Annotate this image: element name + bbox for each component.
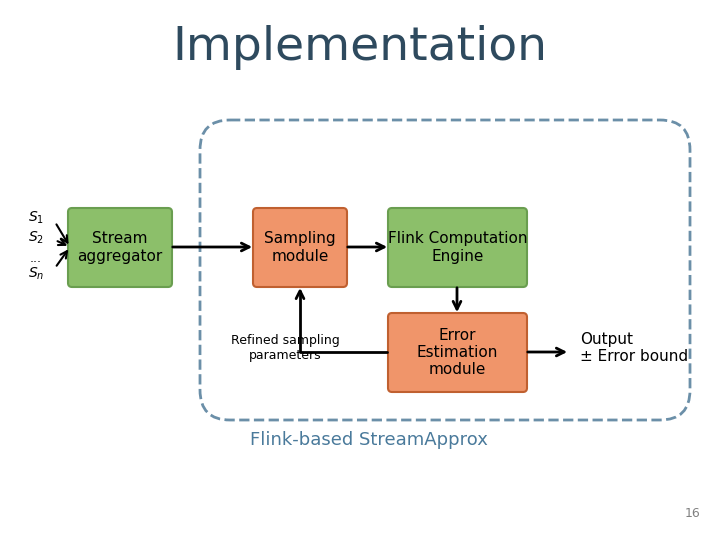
Text: Sampling
module: Sampling module [264, 231, 336, 264]
FancyBboxPatch shape [388, 208, 527, 287]
Text: $S_2$: $S_2$ [28, 230, 44, 246]
Text: $S_1$: $S_1$ [28, 210, 44, 226]
Text: Flink-based StreamApprox: Flink-based StreamApprox [250, 431, 488, 449]
FancyBboxPatch shape [253, 208, 347, 287]
Text: 16: 16 [684, 507, 700, 520]
Text: Output
± Error bound: Output ± Error bound [580, 332, 688, 364]
FancyBboxPatch shape [68, 208, 172, 287]
FancyBboxPatch shape [388, 313, 527, 392]
Text: ...: ... [30, 252, 42, 265]
Text: $S_n$: $S_n$ [28, 266, 45, 282]
Text: Flink Computation
Engine: Flink Computation Engine [388, 231, 527, 264]
Text: Error
Estimation
module: Error Estimation module [417, 328, 498, 377]
Text: Stream
aggregator: Stream aggregator [77, 231, 163, 264]
Text: Refined sampling
parameters: Refined sampling parameters [230, 334, 339, 362]
Text: Implementation: Implementation [173, 25, 547, 71]
